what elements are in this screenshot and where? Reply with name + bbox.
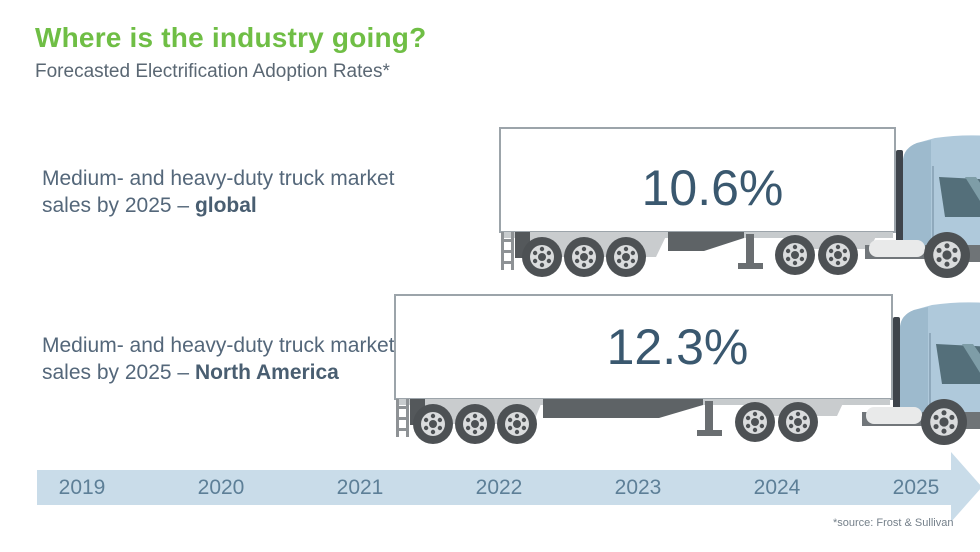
cab-north-america: [862, 302, 980, 445]
truck-illustration-global: [499, 127, 980, 278]
cab-global: [865, 135, 980, 278]
source-note: *source: Frost & Sullivan: [833, 517, 954, 529]
row-label-global-bold: global: [194, 194, 257, 218]
adoption-rate-north-america: 12.3%: [606, 319, 749, 375]
trailer-global: [499, 127, 896, 277]
timeline-year: 2022: [475, 476, 523, 499]
timeline-year: 2025: [892, 476, 940, 499]
timeline-year: 2024: [753, 476, 801, 499]
timeline-year: 2023: [614, 476, 662, 499]
timeline-year: 2020: [197, 476, 245, 499]
row-label-global: Medium- and heavy-duty truck market sale…: [42, 165, 402, 220]
timeline-arrow-icon: [951, 452, 980, 522]
trailer-north-america: [394, 294, 893, 444]
timeline-year: 2021: [336, 476, 384, 499]
row-label-north-america-bold: North America: [194, 361, 339, 385]
row-label-north-america-text: Medium- and heavy-duty truck market sale…: [42, 334, 395, 385]
adoption-rate-global: 10.6%: [641, 160, 784, 216]
truck-illustration-north-america: [394, 294, 980, 445]
timeline-year: 2019: [58, 476, 106, 499]
page-title: Where is the industry going?: [35, 22, 427, 53]
row-label-global-text: Medium- and heavy-duty truck market sale…: [42, 167, 395, 218]
timeline-band: [37, 470, 952, 505]
page-subtitle: Forecasted Electrification Adoption Rate…: [35, 61, 390, 82]
row-label-north-america: Medium- and heavy-duty truck market sale…: [42, 332, 402, 387]
